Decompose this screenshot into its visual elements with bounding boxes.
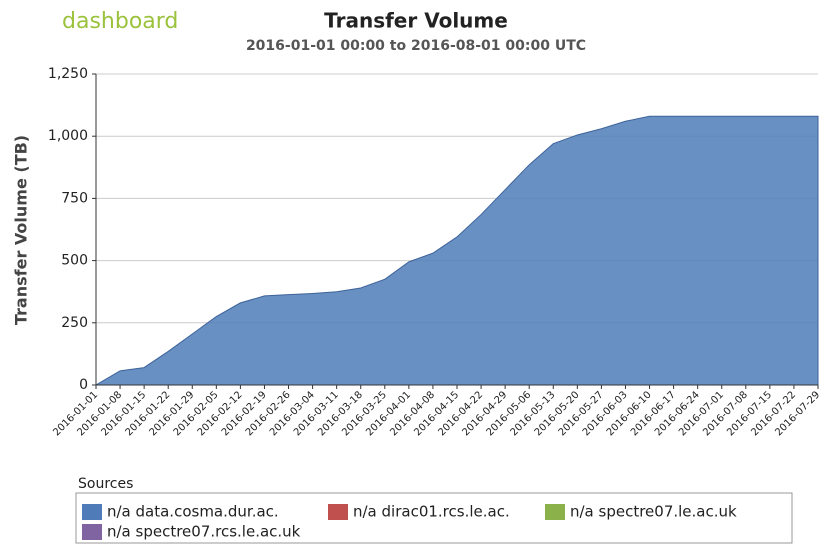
y-tick-label: 1,250 bbox=[48, 66, 88, 82]
legend-label: n/a spectre07.le.ac.uk bbox=[570, 503, 737, 521]
y-axis-label: Transfer Volume (TB) bbox=[12, 135, 31, 325]
legend-title: Sources bbox=[78, 476, 133, 492]
legend-label: n/a data.cosma.dur.ac. bbox=[107, 503, 279, 521]
y-tick-label: 0 bbox=[79, 377, 88, 393]
legend-label: n/a dirac01.rcs.le.ac. bbox=[353, 503, 510, 521]
legend-swatch bbox=[328, 504, 348, 520]
legend-swatch bbox=[82, 524, 102, 540]
y-tick-label: 1,000 bbox=[48, 128, 88, 144]
legend-swatch bbox=[82, 504, 102, 520]
legend-box bbox=[75, 492, 793, 544]
area bbox=[94, 115, 819, 386]
y-tick-label: 500 bbox=[61, 253, 88, 269]
y-tick-label: 250 bbox=[61, 315, 88, 331]
legend-label: n/a spectre07.rcs.le.ac.uk bbox=[107, 523, 301, 541]
chart-title: Transfer Volume bbox=[324, 9, 508, 33]
y-tick-label: 750 bbox=[61, 190, 88, 206]
chart-subtitle: 2016-01-01 00:00 to 2016-08-01 00:00 UTC bbox=[246, 38, 586, 54]
legend-swatch bbox=[545, 504, 565, 520]
logo: dashboard bbox=[62, 9, 178, 34]
